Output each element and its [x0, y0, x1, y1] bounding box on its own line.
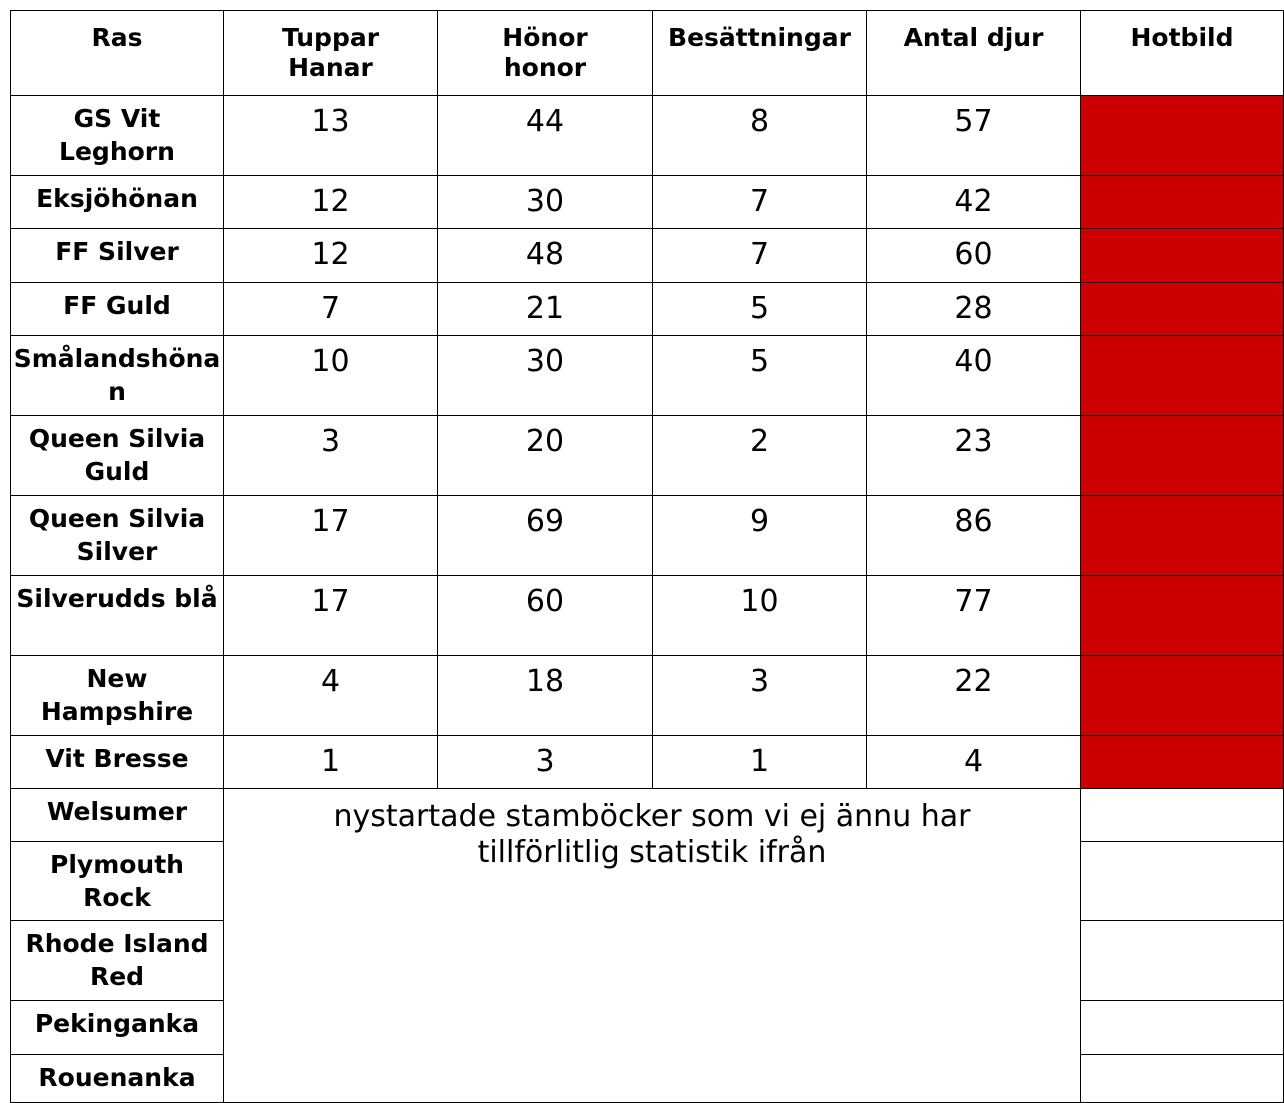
number-cell: 77 [866, 575, 1081, 656]
breed-name: Plymouth Rock [10, 841, 224, 921]
table-row: Ras Tuppar Hanar Hönor honor Besättningar An… [10, 10, 1284, 96]
header-cell: Hönor honor [437, 10, 653, 96]
breed-name: Smålandshönan [10, 335, 224, 416]
table-row: New Hampshire 4 18 3 22 [10, 655, 1284, 736]
number-cell: 10 [652, 575, 867, 656]
number-cell: 9 [652, 495, 867, 576]
table-row: Welsumer nystartade stamböcker som vi ej … [10, 788, 1284, 1103]
hotbild-cell [1080, 1054, 1284, 1103]
breed-name: New Hampshire [10, 655, 224, 736]
number-cell: 69 [437, 495, 653, 576]
number-cell: 28 [866, 282, 1081, 336]
number-cell: 3 [437, 735, 653, 789]
breed-name: Queen Silvia Silver [10, 495, 224, 576]
number-cell: 1 [223, 735, 438, 789]
number-cell: 3 [652, 655, 867, 736]
number-cell: 21 [437, 282, 653, 336]
number-cell: 7 [652, 228, 867, 283]
number-cell: 22 [866, 655, 1081, 736]
hotbild-cell [1080, 415, 1284, 496]
number-cell: 23 [866, 415, 1081, 496]
number-cell: 42 [866, 175, 1081, 229]
header-cell: Tuppar Hanar [223, 10, 438, 96]
hotbild-cell [1080, 655, 1284, 736]
table-row: Smålandshönan 10 30 5 40 [10, 335, 1284, 416]
table-row: Silverudds blå 17 60 10 77 [10, 575, 1284, 656]
table-row: Eksjöhönan 12 30 7 42 [10, 175, 1284, 229]
hotbild-cell [1080, 282, 1284, 336]
breed-name: Queen Silvia Guld [10, 415, 224, 496]
hotbild-cell [1080, 95, 1284, 176]
breed-name: GS Vit Leghorn [10, 95, 224, 176]
table-row: FF Guld 7 21 5 28 [10, 282, 1284, 336]
number-cell: 57 [866, 95, 1081, 176]
hotbild-cell [1080, 228, 1284, 283]
breed-name: Vit Bresse [10, 735, 224, 789]
number-cell: 7 [223, 282, 438, 336]
hotbild-cell [1080, 335, 1284, 416]
hotbild-cell [1080, 175, 1284, 229]
breed-name: FF Silver [10, 228, 224, 283]
breed-name: Pekinganka [10, 1000, 224, 1055]
number-cell: 2 [652, 415, 867, 496]
number-cell: 5 [652, 282, 867, 336]
hotbild-cell [1080, 841, 1284, 921]
header-cell: Besättningar [652, 10, 867, 96]
number-cell: 12 [223, 175, 438, 229]
hotbild-cell [1080, 735, 1284, 789]
note-cell: nystartade stamböcker som vi ej ännu har… [223, 788, 1081, 1103]
header-cell: Antal djur [866, 10, 1081, 96]
breed-name: Welsumer [10, 788, 224, 842]
number-cell: 3 [223, 415, 438, 496]
table-row: Vit Bresse 1 3 1 4 [10, 735, 1284, 789]
number-cell: 1 [652, 735, 867, 789]
number-cell: 86 [866, 495, 1081, 576]
number-cell: 18 [437, 655, 653, 736]
number-cell: 7 [652, 175, 867, 229]
hotbild-cell [1080, 788, 1284, 842]
number-cell: 44 [437, 95, 653, 176]
number-cell: 60 [866, 228, 1081, 283]
table-row: Pekinganka [10, 1000, 1284, 1055]
number-cell: 30 [437, 175, 653, 229]
number-cell: 20 [437, 415, 653, 496]
table-row: Rhode Island Red [10, 920, 1284, 1001]
number-cell: 4 [866, 735, 1081, 789]
table-row: Queen Silvia Silver 17 69 9 86 [10, 495, 1284, 576]
breed-name: Eksjöhönan [10, 175, 224, 229]
table-row: GS Vit Leghorn 13 44 8 57 [10, 95, 1284, 176]
number-cell: 12 [223, 228, 438, 283]
number-cell: 30 [437, 335, 653, 416]
number-cell: 40 [866, 335, 1081, 416]
breed-name: Silverudds blå [10, 575, 224, 656]
number-cell: 4 [223, 655, 438, 736]
table-row: FF Silver 12 48 7 60 [10, 228, 1284, 283]
header-cell: Ras [10, 10, 224, 96]
table-row: Queen Silvia Guld 3 20 2 23 [10, 415, 1284, 496]
number-cell: 17 [223, 575, 438, 656]
hotbild-cell [1080, 575, 1284, 656]
number-cell: 13 [223, 95, 438, 176]
number-cell: 5 [652, 335, 867, 416]
breed-table: Ras Tuppar Hanar Hönor honor Besättningar An… [10, 10, 1284, 1103]
breed-name: FF Guld [10, 282, 224, 336]
hotbild-cell [1080, 495, 1284, 576]
breed-name: Rhode Island Red [10, 920, 224, 1001]
hotbild-cell [1080, 1000, 1284, 1055]
number-cell: 48 [437, 228, 653, 283]
number-cell: 17 [223, 495, 438, 576]
breed-name: Rouenanka [10, 1054, 224, 1103]
number-cell: 8 [652, 95, 867, 176]
number-cell: 60 [437, 575, 653, 656]
hotbild-cell [1080, 920, 1284, 1001]
number-cell: 10 [223, 335, 438, 416]
table-row: Rouenanka [10, 1054, 1284, 1103]
header-cell: Hotbild [1080, 10, 1284, 96]
